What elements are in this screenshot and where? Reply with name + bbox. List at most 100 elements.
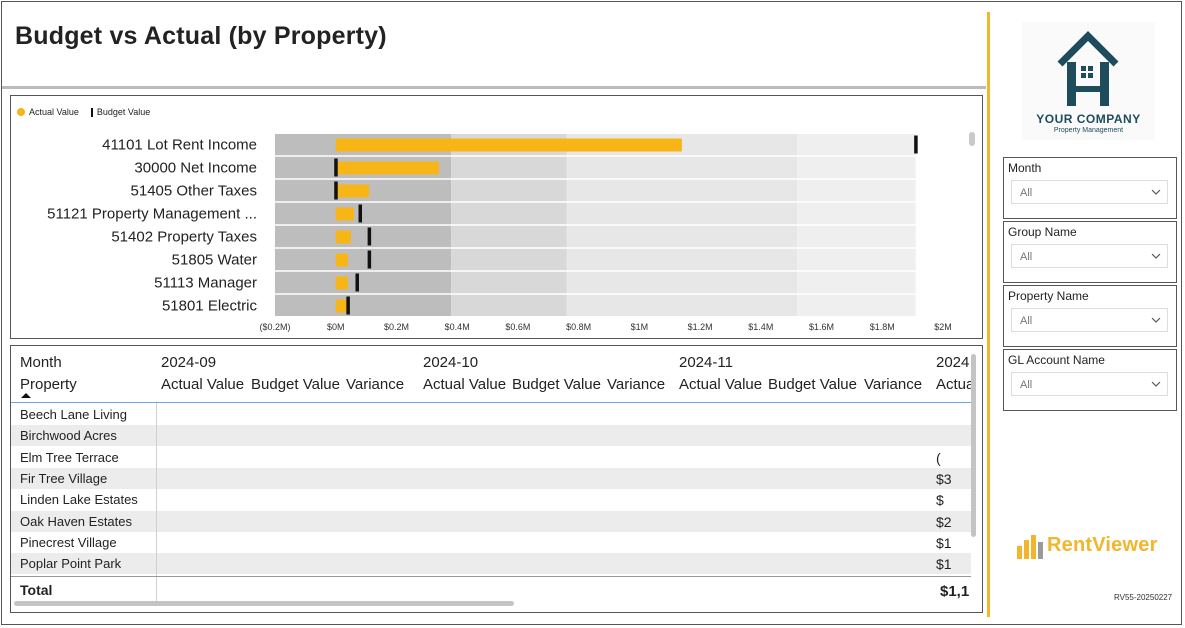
month-header[interactable]: 2024-09: [161, 354, 217, 371]
dropdown-value: All: [1020, 251, 1033, 263]
category-label: 30000 Net Income: [134, 160, 257, 177]
actual-bar: [335, 207, 354, 221]
category-label: 51121 Property Management ...: [47, 206, 257, 223]
page-title: Budget vs Actual (by Property): [15, 22, 387, 50]
property-name[interactable]: Fir Tree Village: [20, 470, 108, 486]
legend-budget-label: Budget Value: [96, 107, 151, 117]
measure-header[interactable]: Budget Value: [251, 376, 340, 393]
measure-header[interactable]: Actual Value: [423, 376, 507, 393]
actual-bar: [335, 230, 351, 244]
budget-marker: [355, 273, 359, 292]
chart-plot: 41101 Lot Rent Income 30000 Net Income 514…: [47, 134, 952, 332]
property-name[interactable]: Elm Tree Terrace: [20, 449, 119, 465]
row-band: [11, 425, 971, 447]
table-hscrollbar[interactable]: [14, 601, 514, 606]
slicer-label: GL Account Name: [1008, 353, 1105, 367]
row-band: [11, 510, 971, 532]
property-name[interactable]: Poplar Point Park: [20, 556, 122, 572]
company-subtitle: Property Management: [1053, 127, 1124, 134]
chart-scrollbar[interactable]: [969, 132, 975, 146]
measure-header[interactable]: Variance: [607, 376, 666, 393]
property-name[interactable]: Birchwood Acres: [20, 428, 117, 444]
x-tick-label: $2M: [934, 322, 952, 332]
group-name-dropdown[interactable]: All: [1011, 244, 1168, 268]
x-tick-label: $0.4M: [445, 322, 470, 332]
actual-bar: [335, 161, 439, 175]
budget-marker: [367, 227, 372, 246]
month-header[interactable]: 2024: [936, 354, 970, 371]
x-tick-label: $0.2M: [384, 322, 409, 332]
chart-legend: Actual Value Budget Value: [17, 107, 150, 117]
chevron-down-icon: [1151, 381, 1161, 387]
x-tick-label: $1.6M: [809, 322, 834, 332]
table-cell-cut[interactable]: $2: [936, 513, 952, 530]
bar-chart-icon: [1017, 535, 1043, 559]
column-divider: [156, 403, 157, 603]
budget-marker: [334, 181, 338, 200]
month-header[interactable]: 2024-11: [679, 354, 733, 371]
row-band: [11, 467, 971, 489]
measure-header-cut[interactable]: Actua: [936, 376, 975, 393]
table-cell-cut[interactable]: $: [936, 492, 944, 509]
bullet-chart[interactable]: Actual Value Budget Value 41101 Lot Rent…: [10, 95, 983, 339]
title-divider: [2, 86, 986, 89]
table-cell-cut[interactable]: $1: [936, 556, 952, 573]
property-name[interactable]: Linden Lake Estates: [20, 492, 138, 508]
month-header[interactable]: 2024-10: [423, 354, 479, 371]
category-label: 51801 Electric: [162, 298, 258, 315]
category-label: 51405 Other Taxes: [131, 183, 257, 200]
table-cell-cut[interactable]: $3: [936, 470, 952, 487]
legend-actual-label: Actual Value: [29, 107, 79, 117]
total-cell-cut: $1,1: [940, 583, 970, 601]
x-tick-label: $1M: [631, 322, 649, 332]
chevron-down-icon: [1151, 189, 1161, 195]
actual-legend-marker: [17, 108, 25, 116]
product-name: RentViewer: [1047, 534, 1158, 556]
table-cell-cut[interactable]: $1: [936, 534, 952, 551]
slicer-month[interactable]: Month All: [1003, 157, 1177, 219]
panel-divider: [987, 12, 990, 617]
row-band: [11, 553, 971, 575]
category-label: 51113 Manager: [154, 275, 257, 292]
property-name-dropdown[interactable]: All: [1011, 308, 1168, 332]
slicer-label: Property Name: [1008, 289, 1089, 303]
measure-header[interactable]: Budget Value: [512, 376, 601, 393]
house-icon: [1057, 31, 1119, 106]
budget-legend-marker: [90, 107, 93, 117]
budget-matrix[interactable]: Month Property 2024-09 2024-10 2024-11 2024 Ac…: [10, 345, 983, 613]
actual-bar: [335, 253, 348, 267]
total-label: Total: [20, 582, 53, 599]
actual-bar: [335, 184, 370, 198]
slicer-gl-account-name[interactable]: GL Account Name All: [1003, 349, 1177, 411]
row-header-property[interactable]: Property: [20, 376, 77, 393]
slicer-property-name[interactable]: Property Name All: [1003, 285, 1177, 347]
measure-header[interactable]: Budget Value: [768, 376, 857, 393]
x-tick-label: $0M: [327, 322, 345, 332]
row-header-title: Month: [20, 354, 62, 371]
category-label: 51402 Property Taxes: [111, 229, 257, 246]
property-name[interactable]: Beech Lane Living: [20, 407, 127, 422]
x-tick-label: $0.8M: [566, 322, 591, 332]
total-rule: [11, 576, 971, 578]
sort-ascending-icon[interactable]: [21, 393, 31, 398]
gl-account-dropdown[interactable]: All: [1011, 372, 1168, 396]
property-name[interactable]: Oak Haven Estates: [20, 513, 132, 529]
actual-bar: [335, 276, 348, 290]
header-rule: [11, 402, 971, 403]
slicer-group-name[interactable]: Group Name All: [1003, 221, 1177, 283]
dropdown-value: All: [1020, 187, 1033, 199]
month-dropdown[interactable]: All: [1011, 180, 1168, 204]
measure-header[interactable]: Variance: [346, 376, 405, 393]
x-tick-label: $0.6M: [505, 322, 530, 332]
chevron-down-icon: [1151, 317, 1161, 323]
dropdown-value: All: [1020, 379, 1033, 391]
measure-header[interactable]: Actual Value: [679, 376, 763, 393]
budget-marker: [367, 250, 372, 269]
property-name[interactable]: Pinecrest Village: [20, 534, 117, 550]
chevron-down-icon: [1151, 253, 1161, 259]
table-vscrollbar[interactable]: [971, 354, 976, 537]
measure-header[interactable]: Actual Value: [161, 376, 245, 393]
measure-header[interactable]: Variance: [864, 376, 923, 393]
table-cell-cut[interactable]: (: [936, 449, 941, 466]
